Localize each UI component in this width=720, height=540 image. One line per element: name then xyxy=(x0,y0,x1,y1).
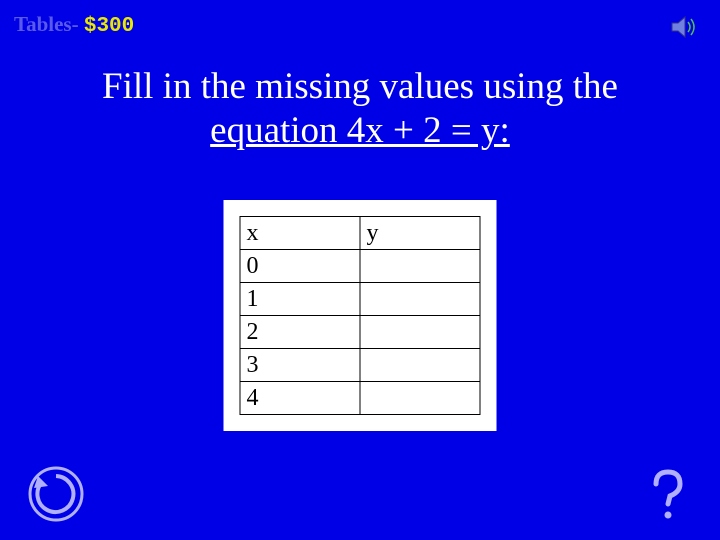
table-row: 2 xyxy=(240,316,480,349)
cell-y xyxy=(360,382,480,415)
table-row: 0 xyxy=(240,250,480,283)
cell-x: 0 xyxy=(240,250,360,283)
table-header-row: x y xyxy=(240,217,480,250)
cell-y xyxy=(360,283,480,316)
slide-header: Tables- $300 xyxy=(14,12,134,38)
table-row: 1 xyxy=(240,283,480,316)
cell-y xyxy=(360,316,480,349)
cell-y xyxy=(360,349,480,382)
dollar-value: $300 xyxy=(84,15,134,38)
question-mark-icon[interactable] xyxy=(646,468,690,522)
col-header-x: x xyxy=(240,217,360,250)
col-header-y: y xyxy=(360,217,480,250)
cell-x: 3 xyxy=(240,349,360,382)
separator: - xyxy=(72,12,84,36)
table-row: 3 xyxy=(240,349,480,382)
question-line1: Fill in the missing values using the xyxy=(102,66,618,107)
data-table: x y 0 1 2 3 4 xyxy=(240,216,481,415)
table-container: x y 0 1 2 3 4 xyxy=(224,200,497,431)
cell-x: 1 xyxy=(240,283,360,316)
table-row: 4 xyxy=(240,382,480,415)
sound-icon[interactable] xyxy=(670,14,700,40)
question-line2: equation 4x + 2 = y: xyxy=(210,110,510,151)
cell-x: 2 xyxy=(240,316,360,349)
category-label: Tables xyxy=(14,12,72,36)
cell-y xyxy=(360,250,480,283)
question-text: Fill in the missing values using the equ… xyxy=(0,65,720,154)
cell-x: 4 xyxy=(240,382,360,415)
back-arrow-icon[interactable] xyxy=(28,466,84,522)
